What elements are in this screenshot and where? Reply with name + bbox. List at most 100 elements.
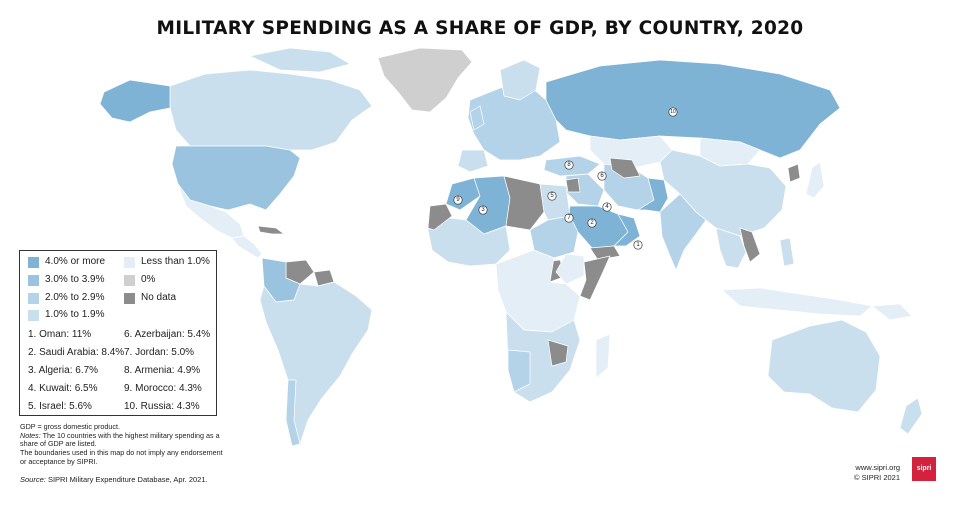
source-text: SIPRI Military Expenditure Database, Apr…	[45, 475, 208, 484]
oman	[613, 213, 641, 247]
landmasses	[99, 47, 923, 447]
rank-item-7: 7. Jordan: 5.0%	[124, 347, 195, 358]
marker-2	[587, 218, 597, 228]
marker-label-5: 5	[550, 193, 554, 199]
chile	[285, 379, 301, 447]
rank-item-1: 1. Oman: 11%	[28, 329, 92, 340]
mozambique	[547, 339, 569, 367]
rank-item-2: 2. Saudi Arabia: 8.4%	[28, 347, 125, 358]
rank-item-5: 5. Israel: 5.6%	[28, 401, 92, 412]
yemen	[589, 245, 621, 261]
turkmenistan	[609, 157, 641, 179]
legend-label-nodata: No data	[141, 292, 177, 303]
marker-label-6: 6	[600, 173, 604, 179]
marker-label-8: 8	[567, 162, 571, 168]
scandinavia	[499, 59, 541, 101]
arctic-islands	[249, 47, 351, 73]
central-africa	[495, 249, 581, 333]
legend-swatch-c2-29	[28, 293, 39, 304]
marker-7	[564, 213, 574, 223]
marker-label-7: 7	[567, 215, 571, 221]
credits-url[interactable]: www.sipri.org	[855, 463, 900, 472]
notes-line2: share of GDP are listed.	[20, 439, 97, 449]
japan	[805, 161, 825, 199]
notes-text-1: The 10 countries with the highest milita…	[40, 430, 220, 440]
marker-5	[547, 191, 557, 201]
ethiopia	[555, 253, 585, 285]
marker-label-4: 4	[605, 204, 609, 210]
alaska	[99, 79, 171, 123]
marker-label-2: 2	[590, 220, 594, 226]
egypt	[539, 183, 571, 221]
notes-line3: The boundaries used in this map do not i…	[20, 448, 223, 458]
legend-swatch-c1-19	[28, 310, 39, 321]
legend-label-zero: 0%	[141, 274, 156, 285]
top10-markers	[453, 107, 678, 250]
map-source: Source: SIPRI Military Expenditure Datab…	[20, 475, 208, 484]
marker-label-9: 9	[456, 197, 460, 203]
notes-gdp: GDP = gross domestic product.	[20, 422, 120, 431]
indonesia	[721, 287, 873, 317]
legend-swatch-lt1	[124, 257, 135, 268]
marker-label-1: 1	[636, 242, 640, 248]
syria	[565, 177, 581, 193]
laos	[739, 227, 761, 263]
top10-marker-labels: 1 2 3 4 5 6 7 8 9 10	[456, 109, 676, 248]
marker-9	[453, 195, 463, 205]
canada	[169, 69, 373, 151]
legend-swatch-c4-plus	[28, 257, 39, 268]
marker-4	[602, 202, 612, 212]
greenland	[377, 47, 473, 113]
legend-label-c1-19: 1.0% to 1.9%	[45, 309, 105, 320]
australia	[767, 319, 881, 413]
madagascar	[595, 333, 611, 379]
map-legend: 4.0% or more 3.0% to 3.9% 2.0% to 2.9% 1…	[19, 250, 217, 416]
marker-10	[668, 107, 678, 117]
legend-swatch-zero	[124, 275, 135, 286]
namibia	[507, 349, 531, 393]
credits-copyright: © SIPRI 2021	[854, 473, 900, 482]
legend-label-c3-39: 3.0% to 3.9%	[45, 274, 105, 285]
source-label: Source:	[20, 475, 46, 484]
legend-label-lt1: Less than 1.0%	[141, 256, 210, 267]
new-zealand	[899, 397, 923, 435]
notes-line4: or acceptance by SIPRI.	[20, 456, 98, 466]
legend-label-c4-plus: 4.0% or more	[45, 256, 106, 267]
marker-1	[633, 240, 643, 250]
notes-line1: Notes: The 10 countries with the highest…	[20, 430, 260, 441]
indochina	[715, 227, 747, 269]
legend-swatch-c3-39	[28, 275, 39, 286]
philippines	[779, 237, 795, 267]
sipri-logo: sipri	[912, 457, 936, 481]
rank-item-3: 3. Algeria: 6.7%	[28, 365, 99, 376]
iberia	[457, 149, 489, 173]
south-america	[259, 281, 373, 445]
russia	[545, 59, 841, 159]
map-notes: GDP = gross domestic product. Notes: The…	[20, 422, 260, 467]
rank-item-8: 8. Armenia: 4.9%	[124, 365, 201, 376]
central-america	[231, 235, 263, 259]
libya	[503, 175, 545, 231]
somalia	[579, 255, 611, 301]
india	[659, 193, 707, 271]
north-korea	[787, 163, 801, 183]
legend-swatch-nodata	[124, 293, 135, 304]
rank-item-4: 4. Kuwait: 6.5%	[28, 383, 98, 394]
pakistan	[637, 177, 669, 213]
rank-item-6: 6. Azerbaijan: 5.4%	[124, 329, 211, 340]
uk	[469, 105, 485, 131]
marker-8	[564, 160, 574, 170]
map-title: MILITARY SPENDING AS A SHARE OF GDP, BY …	[156, 18, 804, 39]
rank-item-9: 9. Morocco: 4.3%	[124, 383, 202, 394]
cuba	[257, 225, 285, 235]
marker-6	[597, 171, 607, 181]
china	[659, 149, 787, 237]
rank-item-10: 10. Russia: 4.3%	[124, 401, 200, 412]
marker-label-3: 3	[481, 207, 485, 213]
marker-3	[478, 205, 488, 215]
credits: www.sipri.org © SIPRI 2021	[854, 463, 900, 483]
marker-label-10: 10	[670, 109, 676, 115]
notes-label: Notes:	[20, 430, 41, 440]
legend-label-c2-29: 2.0% to 2.9%	[45, 292, 105, 303]
